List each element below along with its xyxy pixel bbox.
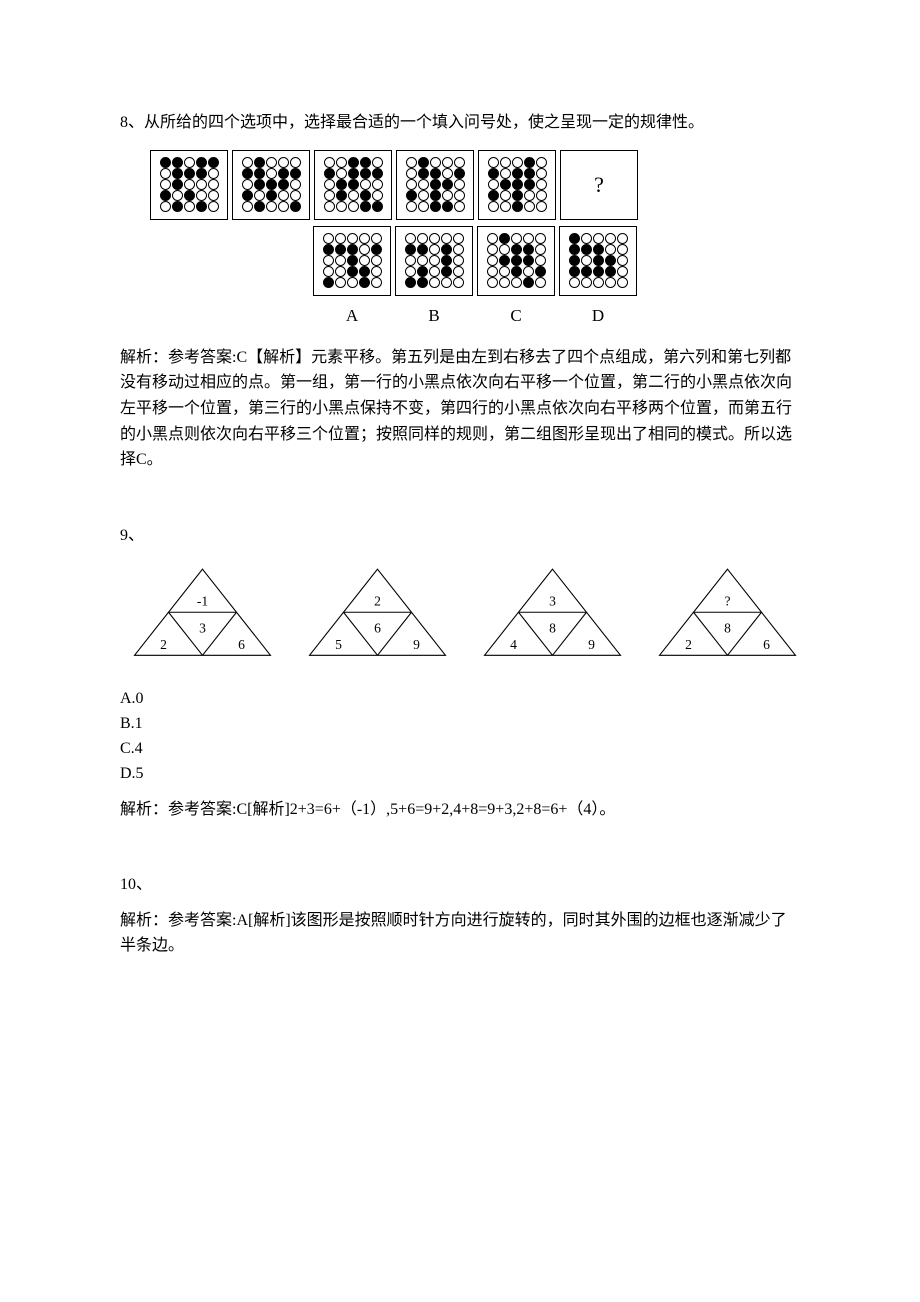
triangle-figure: 3 8 4 9 xyxy=(480,562,625,667)
svg-text:4: 4 xyxy=(510,637,517,652)
svg-text:2: 2 xyxy=(685,637,692,652)
dot-grid xyxy=(232,150,310,220)
q8-labels-row: ABCD xyxy=(150,302,800,329)
svg-text:6: 6 xyxy=(238,637,245,652)
q8-figure: ? ABCD xyxy=(150,150,800,329)
q9-explanation: 解析：参考答案:C[解析]2+3=6+（-1）,5+6=9+2,4+8=9+3,… xyxy=(120,797,800,823)
q8-text: 8、从所给的四个选项中，选择最合适的一个填入问号处，使之呈现一定的规律性。 xyxy=(120,110,800,136)
q9-opt-a: A.0 xyxy=(120,687,800,712)
q10-number: 10、 xyxy=(120,872,800,898)
option-label: C xyxy=(477,302,555,329)
q8-explanation: 解析：参考答案:C【解析】元素平移。第五列是由左到右移去了四个点组成，第六列和第… xyxy=(120,345,800,473)
dot-grid xyxy=(314,150,392,220)
svg-text:3: 3 xyxy=(549,594,556,609)
svg-text:5: 5 xyxy=(335,637,342,652)
q9-triangles: -1 3 2 6 2 6 5 9 3 8 4 9? 8 2 6 xyxy=(130,562,800,667)
option-label: D xyxy=(559,302,637,329)
svg-text:6: 6 xyxy=(763,637,770,652)
triangle-figure: -1 3 2 6 xyxy=(130,562,275,667)
svg-text:9: 9 xyxy=(413,637,420,652)
svg-text:9: 9 xyxy=(588,637,595,652)
dot-grid xyxy=(313,226,391,296)
q8-prompt: 从所给的四个选项中，选择最合适的一个填入问号处，使之呈现一定的规律性。 xyxy=(144,114,704,131)
dot-grid xyxy=(150,150,228,220)
q8-number: 8、 xyxy=(120,114,144,131)
triangle-figure: ? 8 2 6 xyxy=(655,562,800,667)
q9-opt-c: C.4 xyxy=(120,737,800,762)
svg-text:-1: -1 xyxy=(197,594,208,609)
q9-opt-d: D.5 xyxy=(120,762,800,787)
svg-text:8: 8 xyxy=(724,621,731,636)
triangle-figure: 2 6 5 9 xyxy=(305,562,450,667)
question-mark-box: ? xyxy=(560,150,638,220)
dot-grid xyxy=(478,150,556,220)
q9-options: A.0 B.1 C.4 D.5 xyxy=(120,687,800,786)
svg-text:?: ? xyxy=(724,594,730,609)
dot-grid xyxy=(395,226,473,296)
dot-grid xyxy=(559,226,637,296)
dot-grid xyxy=(477,226,555,296)
option-label: B xyxy=(395,302,473,329)
q9-number: 9、 xyxy=(120,523,800,549)
svg-text:6: 6 xyxy=(374,621,381,636)
q10-explanation: 解析：参考答案:A[解析]该图形是按照顺时针方向进行旋转的，同时其外围的边框也逐… xyxy=(120,908,800,959)
option-label: A xyxy=(313,302,391,329)
q8-top-row: ? xyxy=(150,150,800,220)
q9-opt-b: B.1 xyxy=(120,712,800,737)
svg-text:8: 8 xyxy=(549,621,556,636)
svg-text:3: 3 xyxy=(199,621,206,636)
svg-text:2: 2 xyxy=(374,594,381,609)
dot-grid xyxy=(396,150,474,220)
q8-option-row xyxy=(150,226,800,296)
svg-text:2: 2 xyxy=(160,637,167,652)
